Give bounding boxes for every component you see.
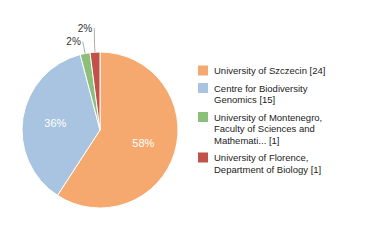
legend-label: University of Szczecin [24]	[214, 65, 325, 76]
legend-label: Centre for BiodiversityGenomics [15]	[214, 83, 308, 106]
leader-line	[83, 42, 85, 54]
slice	[80, 53, 100, 130]
data-label: 36%	[44, 117, 66, 129]
leader-line	[94, 28, 96, 52]
leader-lines	[83, 28, 95, 53]
legend-item: University of Florence,Department of Bio…	[198, 152, 321, 175]
legend-label: University of Montenegro,Faculty of Scie…	[214, 112, 322, 146]
data-label: 2%	[78, 23, 93, 34]
data-label: 2%	[66, 36, 81, 47]
data-labels: 58% 36% 2% 2%	[44, 23, 154, 149]
legend-item: University of Montenegro,Faculty of Scie…	[198, 112, 322, 146]
legend-label: University of Florence,Department of Bio…	[214, 152, 321, 175]
legend-swatch	[198, 66, 208, 76]
slices	[22, 52, 178, 208]
data-label: 58%	[132, 137, 154, 149]
chart: 58% 36% 2% 2% University of Szczecin [24] Cen…	[0, 0, 380, 240]
slice	[90, 52, 100, 130]
legend: University of Szczecin [24] Centre for Bi…	[198, 65, 325, 175]
legend-swatch	[198, 83, 208, 93]
legend-swatch	[198, 153, 208, 163]
legend-item: Centre for BiodiversityGenomics [15]	[198, 83, 308, 106]
legend-swatch	[198, 112, 208, 122]
legend-item: University of Szczecin [24]	[198, 65, 325, 76]
pie: 58% 36% 2% 2%	[22, 23, 178, 208]
